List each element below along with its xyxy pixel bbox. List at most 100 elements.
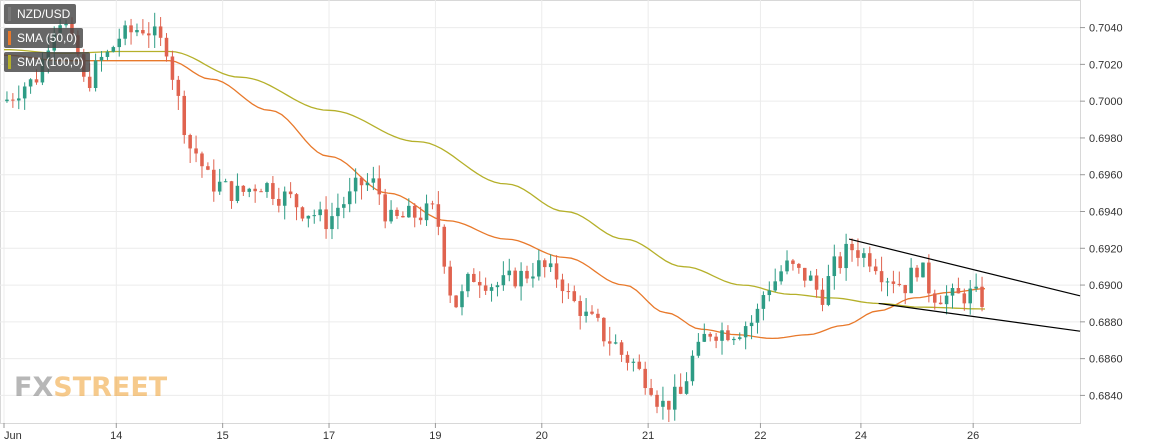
candle-body: [602, 317, 606, 342]
candle: [147, 22, 151, 48]
candle: [294, 193, 299, 221]
candle-body: [879, 271, 884, 283]
candle-body: [501, 275, 506, 286]
candle-body: [448, 266, 452, 296]
candle: [525, 265, 529, 284]
candle-body: [690, 355, 695, 382]
candle: [968, 279, 972, 315]
legend-item-sma100[interactable]: SMA (100,0): [4, 52, 90, 72]
candle-body: [921, 262, 925, 278]
candle-body: [436, 204, 441, 227]
x-tick-label: 20: [536, 430, 548, 442]
candle-body: [330, 216, 334, 230]
candle: [217, 168, 222, 195]
candle-body: [649, 388, 653, 395]
candle-body: [460, 291, 464, 308]
candle-body: [950, 288, 955, 296]
candle-body: [826, 276, 831, 305]
candle: [714, 332, 718, 349]
candle: [572, 285, 577, 303]
candle: [602, 317, 606, 347]
candle: [99, 51, 104, 72]
candle: [613, 334, 618, 345]
candle: [212, 159, 216, 202]
x-tick-label: Jun: [4, 430, 22, 442]
candle-body: [903, 285, 907, 294]
candle-body: [720, 330, 724, 341]
candle: [460, 284, 464, 316]
candle: [891, 270, 896, 294]
candle: [720, 322, 724, 355]
candle-body: [200, 153, 204, 167]
candle: [5, 91, 9, 103]
candle-body: [389, 209, 393, 222]
candle-body: [5, 99, 9, 102]
candle-body: [424, 203, 429, 221]
candle-body: [259, 191, 263, 193]
candle-body: [466, 273, 470, 292]
candle: [785, 250, 789, 275]
candle: [507, 258, 512, 282]
candle-body: [217, 181, 222, 192]
candle-body: [28, 79, 33, 87]
candle: [176, 75, 181, 110]
lower-trendline: [878, 302, 1081, 332]
candle: [330, 202, 334, 240]
candle-body: [531, 276, 535, 279]
candle-body: [265, 183, 269, 192]
candle: [418, 206, 423, 225]
candle: [767, 281, 772, 302]
candle-body: [164, 37, 169, 57]
candle: [365, 173, 370, 191]
candle: [223, 178, 228, 183]
candle-body: [566, 291, 571, 293]
candle: [950, 283, 955, 309]
candle-body: [844, 243, 848, 269]
candle: [336, 193, 340, 230]
legend-swatch-pair: [8, 7, 11, 21]
x-tick-label: 24: [855, 430, 867, 442]
candle-body: [206, 166, 210, 170]
candle: [312, 209, 317, 224]
candle-body: [519, 270, 523, 287]
candle: [791, 258, 795, 271]
candle: [732, 336, 736, 345]
candle-body: [336, 207, 340, 217]
chart-legend: NZD/USD SMA (50,0) SMA (100,0): [4, 4, 90, 72]
x-axis: Jun 14 15 17 19 20 21 22 24 26: [3, 423, 979, 442]
candle: [661, 386, 665, 420]
candle: [477, 271, 482, 298]
candle: [235, 173, 240, 204]
y-tick-label: 0.7000: [1089, 96, 1123, 108]
candle: [466, 272, 470, 298]
candle-body: [714, 336, 718, 341]
candle-body: [814, 275, 819, 290]
legend-item-pair[interactable]: NZD/USD: [4, 4, 77, 24]
candle: [548, 254, 553, 272]
candle: [259, 188, 263, 193]
legend-item-sma50[interactable]: SMA (50,0): [4, 28, 84, 48]
candle-body: [247, 188, 252, 192]
candle-body: [235, 185, 240, 201]
candle: [241, 185, 246, 197]
candle: [962, 288, 967, 311]
candle-body: [678, 386, 683, 394]
candle: [607, 326, 612, 356]
candle-body: [141, 30, 145, 34]
candle: [454, 295, 458, 309]
candle-body: [643, 368, 647, 389]
candle-body: [885, 281, 890, 283]
candle-body: [684, 381, 689, 394]
logo-fx-text: FX: [14, 372, 54, 403]
candle-body: [548, 263, 553, 268]
y-tick-label: 0.6980: [1089, 133, 1123, 145]
candle: [389, 200, 393, 224]
legend-label-sma100: SMA (100,0): [17, 55, 84, 69]
legend-label-sma50: SMA (50,0): [17, 31, 78, 45]
candle-body: [661, 400, 665, 407]
candle-body: [808, 275, 813, 281]
candle: [247, 187, 252, 198]
candle: [206, 162, 210, 171]
candle: [282, 186, 287, 220]
